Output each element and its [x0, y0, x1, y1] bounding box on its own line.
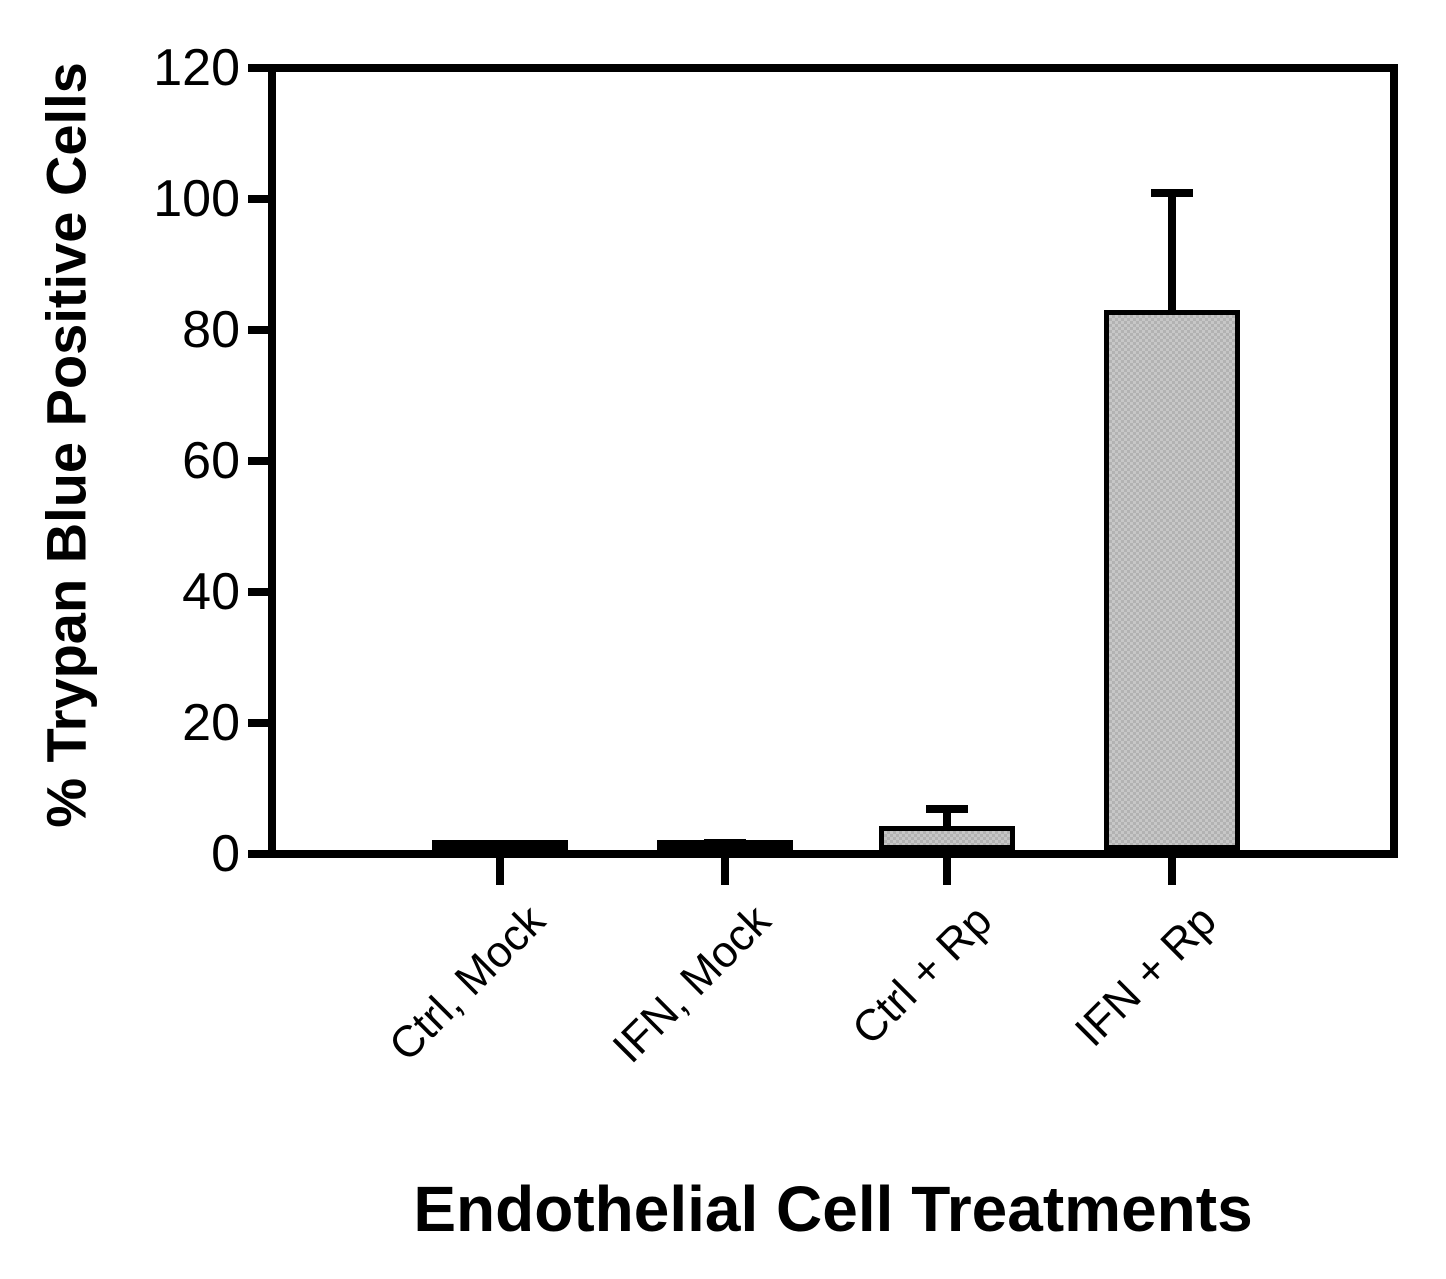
y-tick-label: 0 — [211, 825, 240, 883]
error-bar-cap — [925, 805, 968, 814]
y-tick-label: 20 — [182, 694, 240, 752]
x-tick-label: IFN + Rp — [1066, 895, 1227, 1056]
x-tick-label: IFN, Mock — [603, 895, 780, 1073]
error-bar-stem — [942, 806, 951, 835]
error-bar-cap — [1150, 189, 1193, 198]
y-tick — [248, 588, 268, 596]
x-tick — [495, 858, 504, 885]
x-tick-label: Ctrl, Mock — [379, 895, 555, 1071]
y-tick — [248, 457, 268, 465]
y-tick — [248, 326, 268, 334]
x-tick — [1167, 858, 1176, 885]
y-tick-label: 40 — [182, 563, 240, 621]
y-tick — [248, 195, 268, 203]
y-tick-label: 100 — [153, 170, 240, 228]
x-tick-label: Ctrl + Rp — [842, 895, 1002, 1055]
plot-area — [268, 64, 1398, 858]
x-tick — [942, 858, 951, 885]
x-tick — [720, 858, 729, 885]
bar-ctrl-rp — [878, 826, 1015, 850]
bar-ctrl-mock — [431, 840, 568, 850]
error-bar-stem — [1167, 190, 1176, 318]
y-tick — [248, 64, 268, 72]
y-tick — [248, 719, 268, 727]
bar-ifn-mock — [656, 840, 793, 850]
y-tick-label: 120 — [153, 39, 240, 97]
x-axis-title: Endothelial Cell Treatments — [413, 1173, 1253, 1245]
y-tick-label: 80 — [182, 301, 240, 359]
bar-ifn-rp — [1103, 309, 1240, 850]
y-tick — [248, 850, 268, 858]
y-tick-label: 60 — [182, 432, 240, 490]
